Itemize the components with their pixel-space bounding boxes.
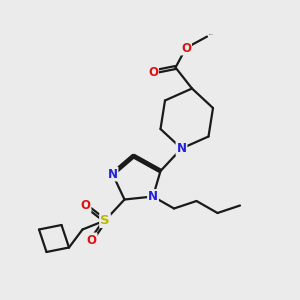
Text: O: O	[148, 65, 158, 79]
Text: O: O	[86, 233, 97, 247]
Text: N: N	[148, 190, 158, 203]
Text: O: O	[80, 199, 91, 212]
Text: N: N	[176, 142, 187, 155]
Text: N: N	[107, 167, 118, 181]
Text: S: S	[100, 214, 110, 227]
Text: methyl: methyl	[208, 34, 213, 35]
Text: O: O	[181, 41, 191, 55]
